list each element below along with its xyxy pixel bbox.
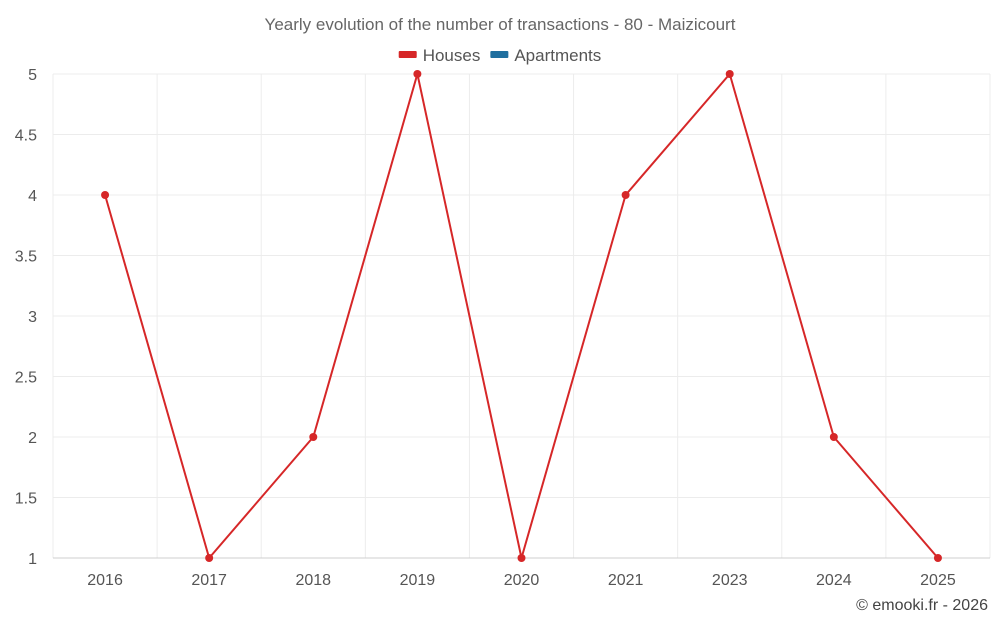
data-point[interactable]: [621, 191, 630, 199]
legend-label[interactable]: Houses: [423, 46, 481, 65]
data-point[interactable]: [829, 433, 838, 441]
y-tick-label: 3: [28, 309, 37, 326]
x-tick-label: 2024: [816, 572, 852, 589]
legend: Houses Apartments: [398, 46, 601, 65]
credit-text: © emooki.fr - 2026: [856, 597, 988, 614]
data-point[interactable]: [309, 433, 318, 441]
x-tick-label: 2025: [920, 572, 956, 589]
x-tick-label: 2023: [712, 572, 748, 589]
x-tick-label: 2020: [504, 572, 540, 589]
x-tick-label: 2018: [295, 572, 331, 589]
data-point[interactable]: [205, 554, 214, 562]
y-tick-label: 2: [28, 430, 37, 447]
x-tick-label: 2016: [87, 572, 123, 589]
x-tick-label: 2017: [191, 572, 227, 589]
data-point[interactable]: [413, 70, 422, 78]
y-axis: 1 1.5 2 2.5 3 3.5 4 4.5 5: [15, 67, 37, 568]
y-tick-label: 1: [28, 551, 37, 568]
y-tick-label: 2.5: [15, 370, 37, 387]
x-tick-label: 2021: [608, 572, 644, 589]
plot-area: [101, 70, 942, 562]
x-axis: 2016 2017 2018 2019 2020 2021 2023 2024 2025: [53, 557, 990, 589]
data-point[interactable]: [101, 191, 110, 199]
y-tick-label: 4.5: [15, 128, 37, 145]
y-tick-label: 5: [28, 67, 37, 84]
data-point[interactable]: [933, 554, 942, 562]
y-tick-label: 4: [28, 188, 37, 205]
grid: [52, 73, 991, 558]
chart-title: Yearly evolution of the number of transa…: [265, 15, 736, 34]
y-tick-label: 1.5: [15, 491, 37, 508]
x-tick-label: 2019: [400, 572, 436, 589]
data-point[interactable]: [725, 70, 734, 78]
legend-swatch: [490, 51, 509, 58]
legend-swatch: [398, 51, 417, 58]
legend-label[interactable]: Apartments: [514, 46, 601, 65]
y-tick-label: 3.5: [15, 249, 37, 266]
data-point[interactable]: [517, 554, 526, 562]
